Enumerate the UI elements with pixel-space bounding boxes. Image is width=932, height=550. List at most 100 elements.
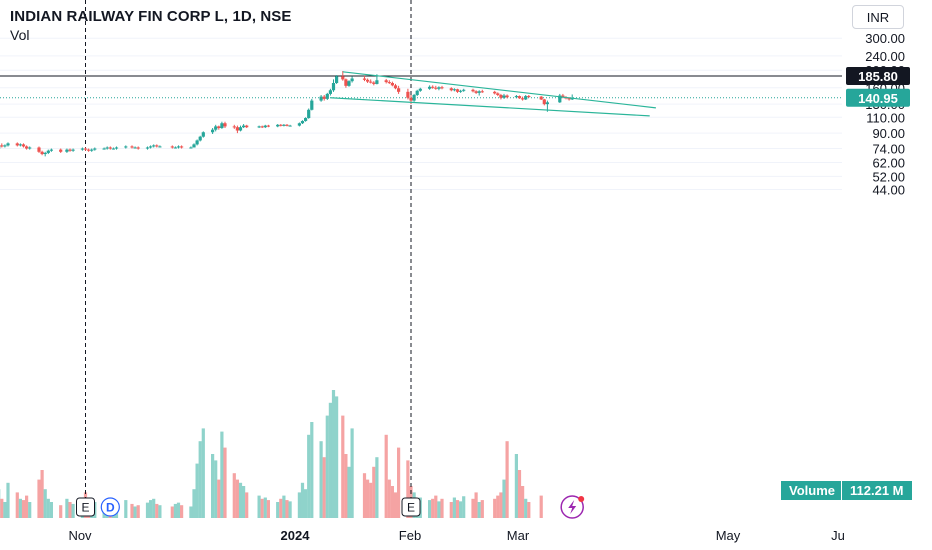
candle-body: [285, 124, 289, 126]
candle-body: [21, 144, 26, 147]
dividend-icon[interactable]: D: [100, 497, 120, 517]
volume-bar: [431, 498, 435, 518]
earnings-icon[interactable]: E: [76, 497, 95, 517]
candle-body: [93, 148, 97, 150]
candle-body: [0, 145, 4, 147]
earnings-icon[interactable]: E: [401, 497, 421, 517]
volume-bar: [517, 470, 522, 518]
trendlines[interactable]: [330, 71, 656, 117]
candle-body: [288, 125, 292, 127]
candle-body: [297, 123, 301, 126]
time-tick-label: Nov: [68, 528, 92, 543]
volume-bar: [372, 466, 376, 518]
volume-bar: [366, 479, 370, 518]
volume-bar: [455, 500, 460, 518]
volume-bar: [347, 466, 351, 518]
volume-bar: [524, 498, 528, 518]
candle-body: [397, 88, 401, 92]
volume-bar: [235, 479, 239, 518]
candle-body: [307, 109, 311, 119]
volume-bar: [136, 505, 140, 518]
volume-bar: [480, 500, 484, 518]
candle-body: [176, 146, 181, 148]
candle-body: [344, 79, 348, 86]
price-tick-label: 52.00: [872, 169, 905, 184]
volume-bar: [124, 500, 128, 518]
volume-bar: [279, 498, 283, 518]
candle-body: [279, 124, 283, 126]
volume-indicator-label[interactable]: Vol: [10, 27, 30, 43]
volume-bar: [502, 479, 506, 518]
currency-selector[interactable]: INR: [852, 5, 904, 29]
candle-body: [462, 89, 466, 91]
volume-bar: [152, 498, 156, 518]
volume-bar: [133, 506, 137, 518]
candle-body: [149, 146, 153, 148]
candle-body: [505, 95, 509, 98]
candle-body: [375, 80, 379, 84]
volume-bar: [452, 497, 456, 518]
price-axis[interactable]: 300.00240.00200.00160.00130.00110.0090.0…: [846, 31, 910, 198]
volume-bar: [176, 502, 181, 518]
candle-body: [384, 80, 388, 83]
volume-bar: [471, 498, 475, 518]
volume-bar: [384, 434, 388, 518]
volume-bar: [350, 428, 354, 518]
candle-body: [49, 149, 53, 151]
candle-body: [124, 146, 128, 148]
flash-icon[interactable]: [560, 495, 585, 519]
candle-body: [59, 149, 63, 152]
time-tick-label: 2024: [281, 528, 311, 543]
volume-bar: [3, 502, 7, 518]
candle-body: [80, 148, 84, 150]
candle-body: [304, 118, 308, 121]
candle-body: [347, 81, 351, 86]
volume-bar: [310, 422, 314, 518]
volume-bar: [344, 454, 348, 518]
candle-body: [406, 91, 410, 98]
candle-body: [242, 125, 246, 128]
candle-body: [369, 81, 373, 83]
volume-bar: [539, 495, 543, 518]
candle-body: [152, 145, 156, 147]
chart-title[interactable]: INDIAN RAILWAY FIN CORP L, 1D, NSE: [10, 8, 292, 25]
candle-body: [545, 102, 549, 105]
volume-bar: [0, 498, 4, 518]
volume-bar: [18, 498, 22, 518]
volume-bar: [434, 495, 438, 518]
candle-body: [3, 145, 7, 147]
candle-body: [409, 97, 413, 101]
candle-body: [499, 94, 503, 98]
candle-body: [437, 87, 441, 89]
candle-body: [366, 79, 370, 82]
volume-bar: [65, 498, 69, 518]
volume-bar: [189, 506, 193, 518]
candle-body: [238, 127, 243, 131]
volume-bar: [192, 489, 196, 518]
time-axis[interactable]: Nov 2024 Feb Mar May Ju: [68, 528, 844, 543]
candle-body: [502, 95, 506, 98]
candle-body: [480, 91, 484, 93]
volume-bar: [6, 482, 10, 518]
volume-bar: [449, 502, 453, 518]
earnings-marker-box: [76, 497, 95, 517]
volume-bar: [387, 479, 391, 518]
price-tick-label: 110.00: [866, 110, 905, 125]
price-tick-label: 74.00: [872, 142, 905, 157]
candle-body: [449, 88, 453, 91]
volume-bar: [505, 441, 509, 518]
candle-body: [387, 82, 391, 84]
earnings-marker-box: [401, 497, 421, 517]
candle-body: [567, 98, 571, 100]
volume-bar: [263, 497, 267, 518]
candle-body: [173, 147, 177, 149]
grid: [0, 37, 842, 191]
resistance-price-label: 185.80: [858, 69, 898, 84]
volume-bar: [145, 502, 150, 518]
resistance-price-label-bg: [846, 66, 910, 85]
candle-body: [428, 86, 432, 89]
candle-body: [393, 85, 398, 89]
candle-body: [223, 123, 227, 127]
